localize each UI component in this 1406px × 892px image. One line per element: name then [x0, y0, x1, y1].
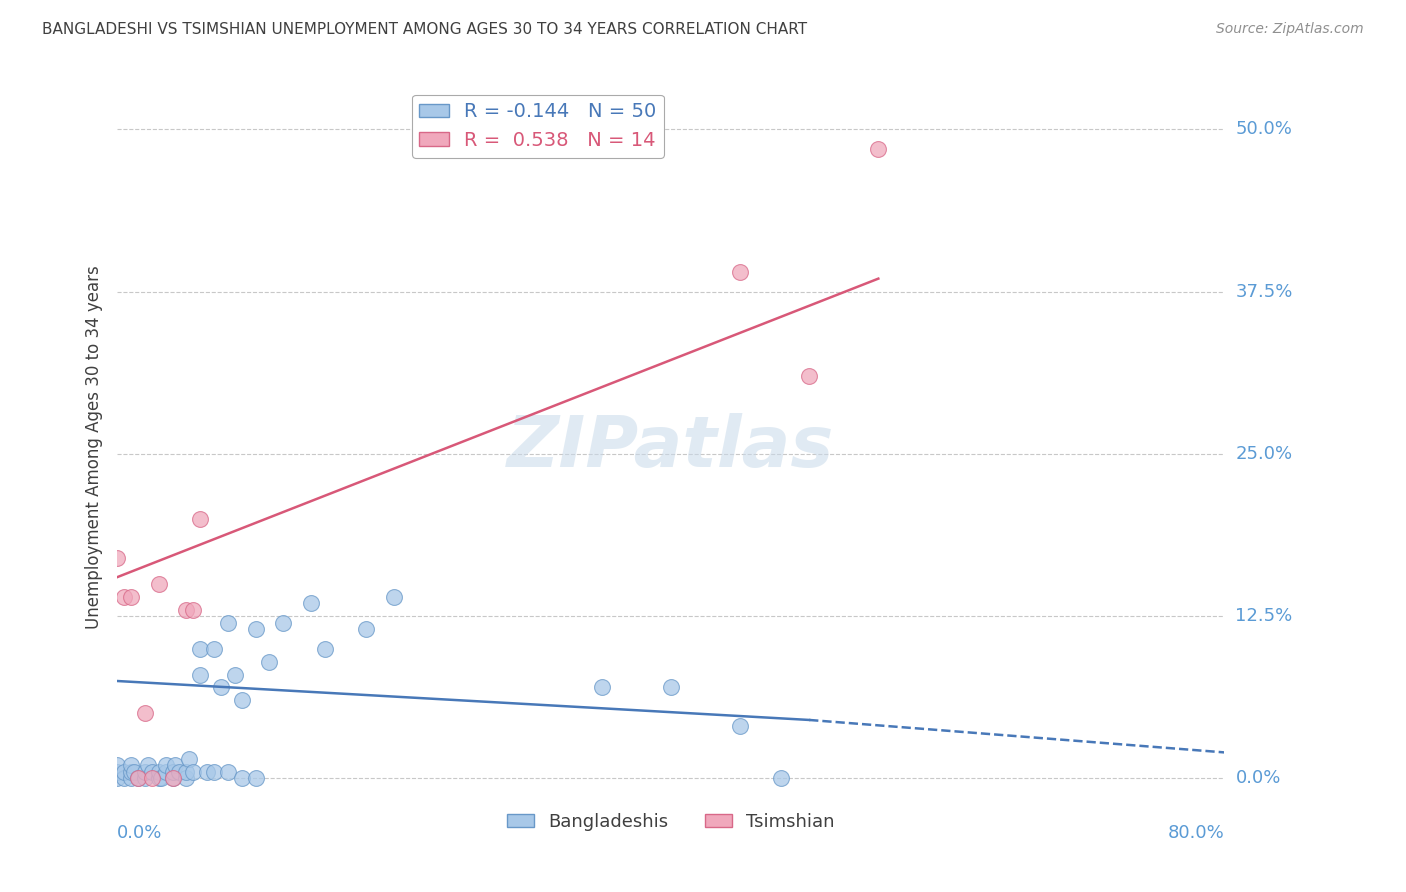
Point — [127, 772, 149, 786]
Point — [105, 772, 128, 786]
Point — [176, 602, 198, 616]
Point — [591, 681, 613, 695]
Point — [169, 764, 191, 779]
Point — [134, 764, 156, 779]
Point — [245, 772, 267, 786]
Text: 12.5%: 12.5% — [1236, 607, 1292, 625]
Point — [155, 758, 177, 772]
Point — [162, 764, 184, 779]
Point — [728, 719, 751, 733]
Point — [181, 764, 204, 779]
Point — [181, 602, 204, 616]
Point — [231, 693, 253, 707]
Point — [176, 772, 198, 786]
Text: 25.0%: 25.0% — [1236, 445, 1292, 463]
Point — [202, 764, 225, 779]
Text: Source: ZipAtlas.com: Source: ZipAtlas.com — [1216, 22, 1364, 37]
Point — [134, 706, 156, 721]
Point — [105, 764, 128, 779]
Point — [202, 641, 225, 656]
Point — [148, 772, 170, 786]
Point — [224, 667, 246, 681]
Point — [188, 512, 211, 526]
Point — [155, 764, 177, 779]
Point — [136, 758, 159, 772]
Point — [148, 576, 170, 591]
Point — [112, 764, 135, 779]
Point — [259, 655, 281, 669]
Text: ZIPatlas: ZIPatlas — [508, 413, 834, 482]
Point — [770, 772, 793, 786]
Point — [105, 550, 128, 565]
Point — [127, 772, 149, 786]
Point — [271, 615, 294, 630]
Legend: Bangladeshis, Tsimshian: Bangladeshis, Tsimshian — [499, 805, 842, 838]
Text: 50.0%: 50.0% — [1236, 120, 1292, 138]
Point — [217, 764, 239, 779]
Point — [356, 622, 378, 636]
Point — [868, 142, 890, 156]
Point — [165, 758, 187, 772]
Text: 0.0%: 0.0% — [117, 824, 163, 842]
Point — [382, 590, 405, 604]
Point — [162, 772, 184, 786]
Point — [299, 596, 322, 610]
Point — [179, 752, 201, 766]
Point — [134, 772, 156, 786]
Point — [188, 667, 211, 681]
Point — [122, 764, 145, 779]
Point — [150, 772, 173, 786]
Point — [120, 764, 142, 779]
Point — [120, 590, 142, 604]
Point — [314, 641, 336, 656]
Text: 37.5%: 37.5% — [1236, 283, 1292, 301]
Text: BANGLADESHI VS TSIMSHIAN UNEMPLOYMENT AMONG AGES 30 TO 34 YEARS CORRELATION CHAR: BANGLADESHI VS TSIMSHIAN UNEMPLOYMENT AM… — [42, 22, 807, 37]
Point — [105, 758, 128, 772]
Point — [217, 615, 239, 630]
Point — [728, 265, 751, 279]
Point — [797, 369, 820, 384]
Point — [209, 681, 232, 695]
Point — [120, 772, 142, 786]
Point — [162, 772, 184, 786]
Text: 80.0%: 80.0% — [1167, 824, 1225, 842]
Point — [231, 772, 253, 786]
Point — [148, 764, 170, 779]
Point — [112, 772, 135, 786]
Point — [141, 772, 163, 786]
Point — [245, 622, 267, 636]
Point — [188, 641, 211, 656]
Point — [176, 764, 198, 779]
Point — [141, 764, 163, 779]
Point — [195, 764, 218, 779]
Y-axis label: Unemployment Among Ages 30 to 34 years: Unemployment Among Ages 30 to 34 years — [86, 266, 103, 629]
Point — [112, 590, 135, 604]
Point — [659, 681, 682, 695]
Text: 0.0%: 0.0% — [1236, 770, 1281, 788]
Point — [120, 758, 142, 772]
